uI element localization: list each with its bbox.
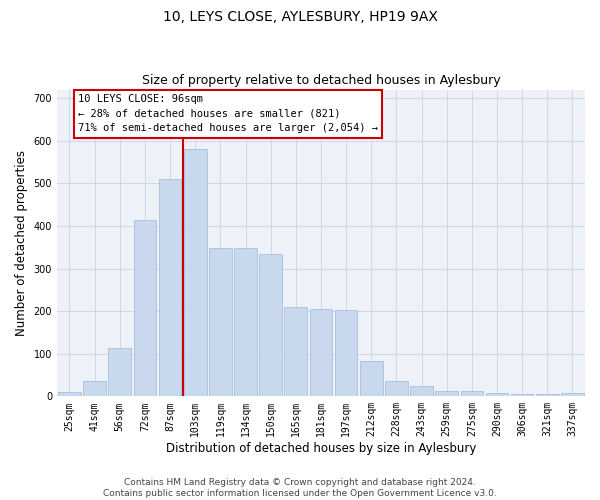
- Bar: [410, 386, 433, 396]
- Bar: [461, 391, 483, 396]
- Bar: [234, 248, 257, 396]
- Bar: [436, 391, 458, 396]
- Bar: [536, 394, 559, 396]
- Bar: [360, 361, 383, 396]
- Bar: [109, 348, 131, 397]
- Text: 10, LEYS CLOSE, AYLESBURY, HP19 9AX: 10, LEYS CLOSE, AYLESBURY, HP19 9AX: [163, 10, 437, 24]
- Bar: [284, 307, 307, 396]
- Title: Size of property relative to detached houses in Aylesbury: Size of property relative to detached ho…: [142, 74, 500, 87]
- Text: Contains HM Land Registry data © Crown copyright and database right 2024.
Contai: Contains HM Land Registry data © Crown c…: [103, 478, 497, 498]
- Bar: [335, 310, 358, 396]
- Bar: [485, 394, 508, 396]
- Bar: [511, 394, 533, 396]
- Bar: [259, 254, 282, 396]
- Bar: [83, 382, 106, 396]
- Bar: [58, 392, 81, 396]
- Bar: [561, 393, 584, 396]
- Bar: [159, 179, 181, 396]
- X-axis label: Distribution of detached houses by size in Aylesbury: Distribution of detached houses by size …: [166, 442, 476, 455]
- Bar: [209, 248, 232, 396]
- Bar: [385, 382, 408, 396]
- Bar: [184, 149, 206, 396]
- Text: 10 LEYS CLOSE: 96sqm
← 28% of detached houses are smaller (821)
71% of semi-deta: 10 LEYS CLOSE: 96sqm ← 28% of detached h…: [78, 94, 378, 134]
- Bar: [310, 309, 332, 396]
- Bar: [134, 220, 156, 396]
- Y-axis label: Number of detached properties: Number of detached properties: [15, 150, 28, 336]
